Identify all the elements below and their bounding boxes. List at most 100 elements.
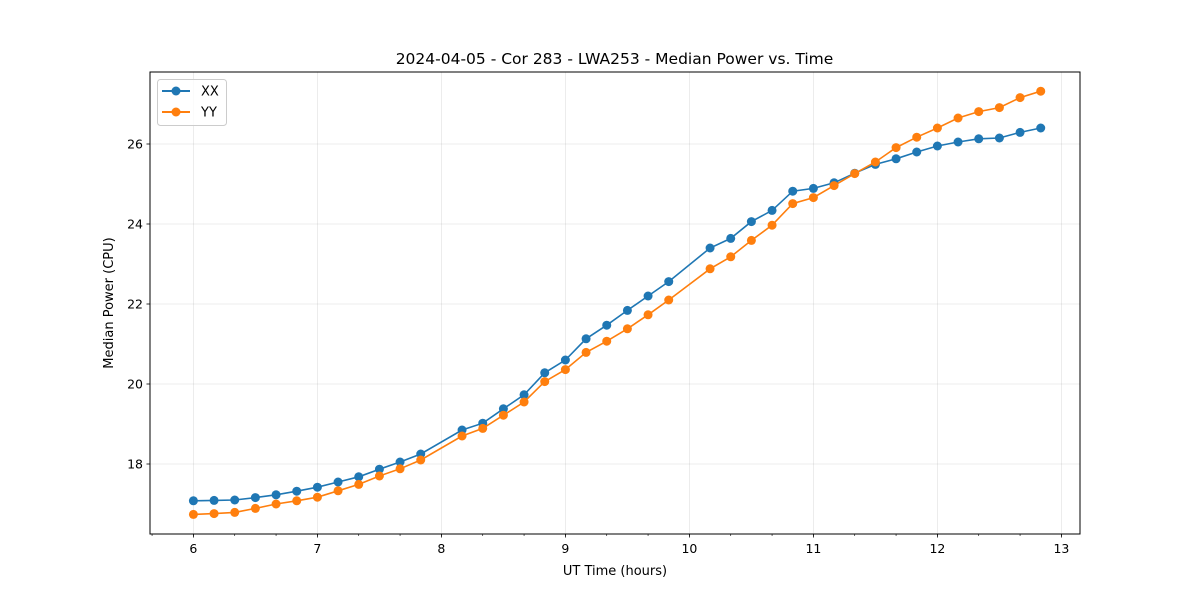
data-point-xx xyxy=(188,496,198,506)
data-point-yy xyxy=(560,365,570,375)
x-tick-label: 6 xyxy=(189,541,197,556)
series-layer xyxy=(188,86,1046,519)
legend-label-yy: YY xyxy=(200,106,217,121)
data-point-xx xyxy=(808,183,818,193)
plot-frame xyxy=(149,71,1081,535)
y-tick-label: 20 xyxy=(127,377,143,392)
data-point-yy xyxy=(664,295,674,305)
data-point-xx xyxy=(354,472,364,482)
data-point-yy xyxy=(416,455,426,465)
data-point-xx xyxy=(746,217,756,227)
data-point-yy xyxy=(808,193,818,203)
data-point-yy xyxy=(292,496,302,506)
data-point-xx xyxy=(560,355,570,365)
x-tick-label: 10 xyxy=(681,541,697,556)
data-point-yy xyxy=(974,107,984,117)
data-point-xx xyxy=(519,390,529,400)
data-point-yy xyxy=(333,486,343,496)
data-point-yy xyxy=(498,410,508,420)
axis-ticks: 6 7 8 9 10 11 12 13 18 20 22 24 26 xyxy=(127,137,1069,557)
data-point-yy xyxy=(1015,93,1025,103)
data-point-yy xyxy=(850,169,860,179)
data-point-xx xyxy=(395,457,405,467)
data-point-yy xyxy=(622,324,632,334)
data-point-yy xyxy=(312,492,322,502)
y-tick-label: 18 xyxy=(127,457,143,472)
data-point-xx xyxy=(705,243,715,253)
data-point-xx xyxy=(912,147,922,157)
data-point-yy xyxy=(891,143,901,153)
data-point-yy xyxy=(519,397,529,407)
legend-marker-yy xyxy=(171,107,181,117)
data-point-yy xyxy=(1036,86,1046,96)
x-tick-label: 13 xyxy=(1053,541,1069,556)
data-point-yy xyxy=(994,103,1004,113)
data-point-yy xyxy=(209,509,219,519)
data-point-xx xyxy=(333,477,343,487)
data-point-yy xyxy=(829,181,839,191)
data-point-yy xyxy=(953,113,963,123)
data-point-yy xyxy=(230,507,240,517)
data-point-xx xyxy=(726,233,736,243)
grid-lines xyxy=(150,72,1080,534)
x-tick-label: 12 xyxy=(929,541,945,556)
data-point-xx xyxy=(498,404,508,414)
legend-label-xx: XX xyxy=(201,85,219,100)
data-point-yy xyxy=(457,431,467,441)
data-point-xx xyxy=(788,186,798,196)
data-point-xx xyxy=(664,277,674,287)
data-point-xx xyxy=(643,291,653,301)
series-line-xx xyxy=(193,127,1041,502)
data-point-xx xyxy=(312,482,322,492)
data-point-xx xyxy=(292,486,302,496)
data-point-xx xyxy=(271,490,281,500)
series-xx xyxy=(188,123,1046,506)
data-point-xx xyxy=(932,141,942,151)
data-point-yy xyxy=(746,235,756,245)
data-point-yy xyxy=(188,509,198,519)
data-point-yy xyxy=(354,479,364,489)
y-tick-label: 24 xyxy=(127,217,143,232)
data-point-xx xyxy=(974,134,984,144)
y-tick-label: 22 xyxy=(127,297,143,312)
legend: XX YY xyxy=(157,79,227,126)
data-point-xx xyxy=(374,464,384,474)
data-point-xx xyxy=(891,154,901,164)
data-point-xx xyxy=(953,137,963,147)
data-point-xx xyxy=(581,334,591,344)
data-point-xx xyxy=(250,493,260,503)
data-point-xx xyxy=(209,495,219,505)
legend-marker-xx xyxy=(171,86,181,96)
y-tick-label: 26 xyxy=(127,137,143,152)
series-yy xyxy=(188,86,1046,519)
series-line-yy xyxy=(193,90,1041,516)
data-point-xx xyxy=(1036,123,1046,133)
data-point-xx xyxy=(602,320,612,330)
data-point-yy xyxy=(788,199,798,209)
x-tick-label: 7 xyxy=(313,541,321,556)
x-tick-label: 8 xyxy=(437,541,445,556)
data-point-yy xyxy=(705,264,715,274)
data-point-yy xyxy=(250,503,260,513)
data-point-yy xyxy=(478,423,488,433)
data-point-yy xyxy=(602,336,612,346)
data-point-xx xyxy=(994,133,1004,143)
data-point-yy xyxy=(374,471,384,481)
x-axis-label: UT Time (hours) xyxy=(563,564,667,579)
data-point-yy xyxy=(395,464,405,474)
data-point-xx xyxy=(767,205,777,215)
data-point-yy xyxy=(932,123,942,133)
data-point-yy xyxy=(767,220,777,230)
data-point-xx xyxy=(230,495,240,505)
data-point-yy xyxy=(271,499,281,509)
data-point-yy xyxy=(581,347,591,357)
data-point-xx xyxy=(540,368,550,378)
x-tick-label: 11 xyxy=(805,541,821,556)
data-point-xx xyxy=(1015,127,1025,137)
data-point-yy xyxy=(643,310,653,320)
x-tick-label: 9 xyxy=(561,541,569,556)
data-point-yy xyxy=(726,252,736,262)
data-point-yy xyxy=(540,377,550,387)
y-axis-label: Median Power (CPU) xyxy=(102,237,117,368)
